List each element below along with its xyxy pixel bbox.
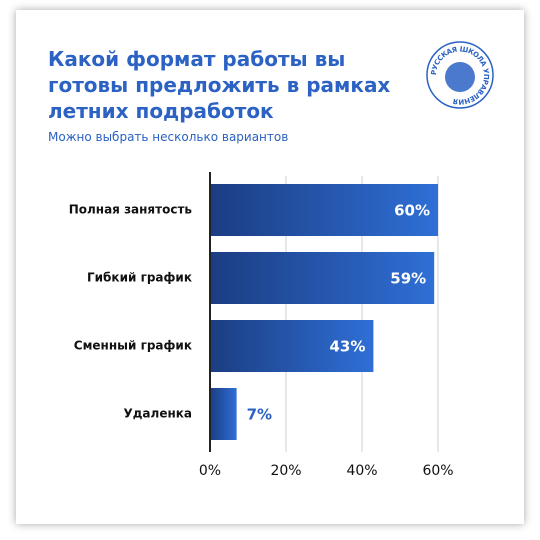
x-tick-label: 0%	[199, 463, 221, 479]
x-tick-label: 40%	[346, 463, 377, 479]
logo-ring	[426, 41, 494, 109]
value-label: 59%	[390, 270, 426, 288]
y-tick-label: Удаленка	[123, 407, 192, 421]
logo-emblem	[445, 62, 475, 92]
value-label: 60%	[394, 202, 430, 220]
x-tick-label: 60%	[422, 463, 453, 479]
y-tick-label: Полная занятость	[69, 203, 193, 217]
y-tick-label: Сменный график	[74, 339, 192, 353]
bar	[210, 184, 438, 236]
value-label: 7%	[247, 406, 272, 424]
bar	[210, 388, 237, 440]
y-tick-label: Гибкий график	[87, 271, 192, 285]
value-label: 43%	[329, 338, 365, 356]
chart-subtitle: Можно выбрать несколько вариантов	[48, 130, 289, 144]
x-tick-label: 20%	[270, 463, 301, 479]
bar	[210, 320, 374, 372]
chart-title: Какой формат работы вы готовы предложить…	[48, 47, 391, 123]
bar	[210, 252, 435, 304]
logo: РУССКАЯ ШКОЛА УПРАВЛЕНИЯ	[426, 41, 494, 109]
